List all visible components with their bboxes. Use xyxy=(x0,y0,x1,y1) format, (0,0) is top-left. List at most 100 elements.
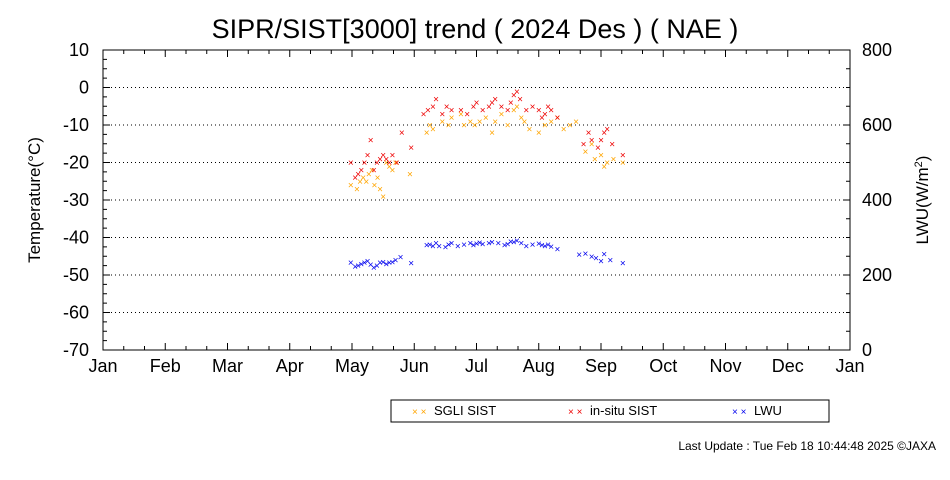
y-tick-label: -30 xyxy=(63,190,89,210)
data-point: × xyxy=(523,241,529,252)
data-point: × xyxy=(348,258,354,269)
data-point: × xyxy=(536,239,542,250)
legend-item: × × in-situ SIST xyxy=(568,403,657,418)
data-point: × xyxy=(358,259,364,270)
data-point: × xyxy=(390,151,396,162)
data-point: × xyxy=(368,136,374,147)
legend-box xyxy=(390,399,830,423)
x-tick-label: Jan xyxy=(88,356,117,376)
data-point: × xyxy=(502,241,508,252)
data-point: × xyxy=(455,241,461,252)
data-point: × xyxy=(583,249,589,260)
data-point: × xyxy=(427,240,433,251)
data-point: × xyxy=(609,139,615,150)
data-point: × xyxy=(604,124,610,135)
data-point: × xyxy=(386,158,392,169)
data-point: × xyxy=(424,241,430,252)
data-point: × xyxy=(354,184,360,195)
y-tick-label: -10 xyxy=(63,115,89,135)
data-point: × xyxy=(374,261,380,272)
data-point: × xyxy=(394,158,400,169)
data-point: × xyxy=(542,241,548,252)
data-point: × xyxy=(517,94,523,105)
data-point: × xyxy=(589,252,595,263)
data-point: × xyxy=(536,106,542,117)
data-point: × xyxy=(601,250,607,261)
data-point: × xyxy=(386,162,392,173)
data-point: × xyxy=(593,254,599,265)
data-point: × xyxy=(489,238,495,249)
data-point: × xyxy=(352,173,358,184)
data-point: × xyxy=(357,177,363,188)
data-point: × xyxy=(430,102,436,113)
data-point: × xyxy=(363,177,369,188)
x-tick-label: May xyxy=(335,356,369,376)
data-point: × xyxy=(514,87,520,98)
data-point: × xyxy=(377,184,383,195)
data-point: × xyxy=(383,154,389,165)
data-point: × xyxy=(355,169,361,180)
minor-ticks xyxy=(103,50,850,350)
data-point: × xyxy=(449,106,455,117)
y-axis-ticks: 10 0 -10 -20 -30 -40 -50 -60 -70 xyxy=(63,40,110,360)
x-tick-label: Dec xyxy=(772,356,804,376)
data-point: × xyxy=(371,181,377,192)
x-tick-label: Aug xyxy=(523,356,555,376)
data-point: × xyxy=(446,121,452,132)
data-point: × xyxy=(573,117,579,128)
data-point: × xyxy=(477,238,483,249)
x-tick-label: Jul xyxy=(465,356,488,376)
data-point: × xyxy=(474,239,480,250)
data-points: × ××××××××××××××××××× ×× ×× ×× × ×××××××××× ×× ×… xyxy=(348,87,626,274)
x-tick-label: Nov xyxy=(709,356,741,376)
data-point: × xyxy=(498,102,504,113)
data-point: × xyxy=(474,98,480,109)
data-point: × xyxy=(461,121,467,132)
data-point: × xyxy=(483,113,489,124)
data-point: × xyxy=(383,259,389,270)
data-point: × xyxy=(380,151,386,162)
data-point: × xyxy=(514,236,520,247)
data-point: × xyxy=(523,106,529,117)
data-point: × xyxy=(352,262,358,273)
data-point: × xyxy=(589,136,595,147)
data-point: × xyxy=(592,154,598,165)
y-axis-label: Temperature(°C) xyxy=(25,137,44,263)
data-point: × xyxy=(518,239,524,250)
data-point: × xyxy=(505,121,511,132)
data-point: × xyxy=(561,124,567,135)
y-tick-label: -60 xyxy=(63,303,89,323)
data-point: × xyxy=(424,128,430,139)
data-point: × xyxy=(467,117,473,128)
data-point: × xyxy=(542,121,548,132)
data-point: × xyxy=(472,121,478,132)
data-point: × xyxy=(514,102,520,113)
data-point: × xyxy=(505,106,511,117)
data-point: × xyxy=(449,113,455,124)
y2-axis-label: LWU(W/m2) xyxy=(913,156,932,245)
grid-lines xyxy=(103,87,850,313)
data-point: × xyxy=(446,240,452,251)
data-point: × xyxy=(598,151,604,162)
data-point: × xyxy=(508,237,514,248)
data-point: × xyxy=(530,240,536,251)
data-point: × xyxy=(511,91,517,102)
data-point: × xyxy=(348,181,354,192)
data-point: × xyxy=(598,136,604,147)
data-point: × xyxy=(505,239,511,250)
data-point: × xyxy=(607,256,613,267)
data-point: × xyxy=(470,241,476,252)
x-tick-label: Oct xyxy=(649,356,677,376)
legend-item: × × SGLI SIST xyxy=(412,403,496,418)
data-point: × xyxy=(489,128,495,139)
data-point: × xyxy=(555,113,561,124)
data-point: × xyxy=(439,109,445,120)
data-point: × xyxy=(498,109,504,120)
data-point: × xyxy=(444,102,450,113)
data-point: × xyxy=(576,250,582,261)
data-point: × xyxy=(536,128,542,139)
data-point: × xyxy=(486,102,492,113)
data-point: × xyxy=(371,263,377,274)
data-point: × xyxy=(425,106,431,117)
